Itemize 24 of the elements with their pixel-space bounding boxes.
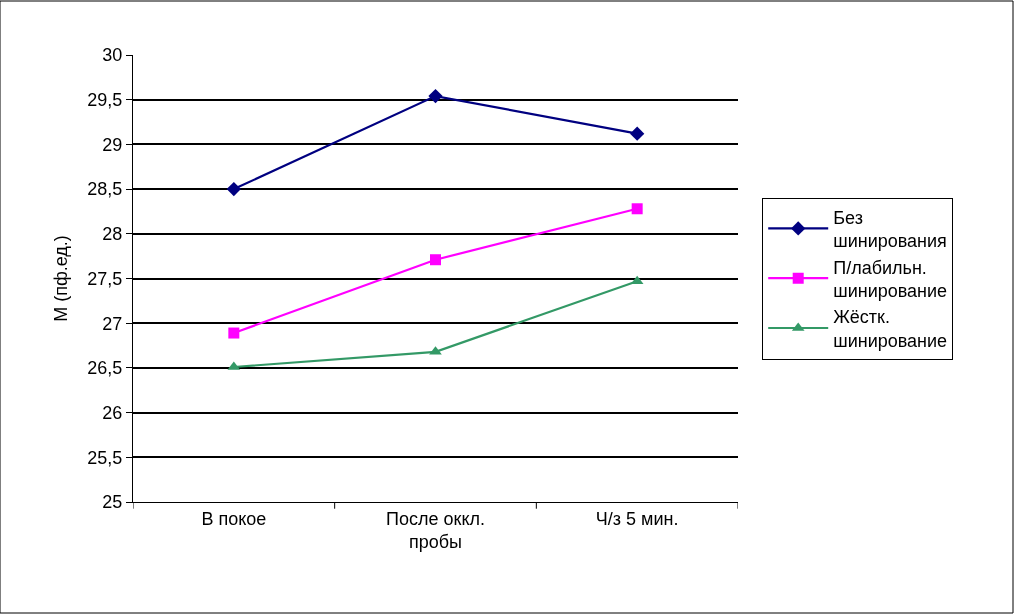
x-tick-label: В покое <box>201 508 267 529</box>
point <box>228 327 240 339</box>
legend-label: Жёстк. шинирование <box>833 307 948 351</box>
y-tick-label: 29 <box>102 134 123 155</box>
legend-label: П/лабильн. шинирование <box>833 257 948 301</box>
y-tick-label: 25 <box>102 492 123 513</box>
point <box>226 181 241 197</box>
legend-label: Без шинирования <box>833 207 947 252</box>
y-tick-label: 30 <box>102 45 123 66</box>
y-tick-label: 27 <box>102 313 123 334</box>
point <box>630 126 645 141</box>
y-tick-label: 29,5 <box>87 90 123 110</box>
point <box>631 203 643 215</box>
point <box>428 88 443 104</box>
y-tick-label: 28,5 <box>87 179 123 200</box>
x-tick-label: Ч/з 5 мин. <box>595 508 679 529</box>
point <box>430 254 441 266</box>
y-tick-label: 26,5 <box>87 358 123 379</box>
y-tick-label: 25,5 <box>87 447 123 468</box>
y-tick-label: 26 <box>102 402 123 423</box>
y-tick-label: 27,5 <box>87 268 123 289</box>
y-axis-title: М (пф.ед.) <box>50 235 71 322</box>
y-tick-label: 28 <box>102 224 123 245</box>
x-tick-label: После оккл. пробы <box>386 508 485 552</box>
